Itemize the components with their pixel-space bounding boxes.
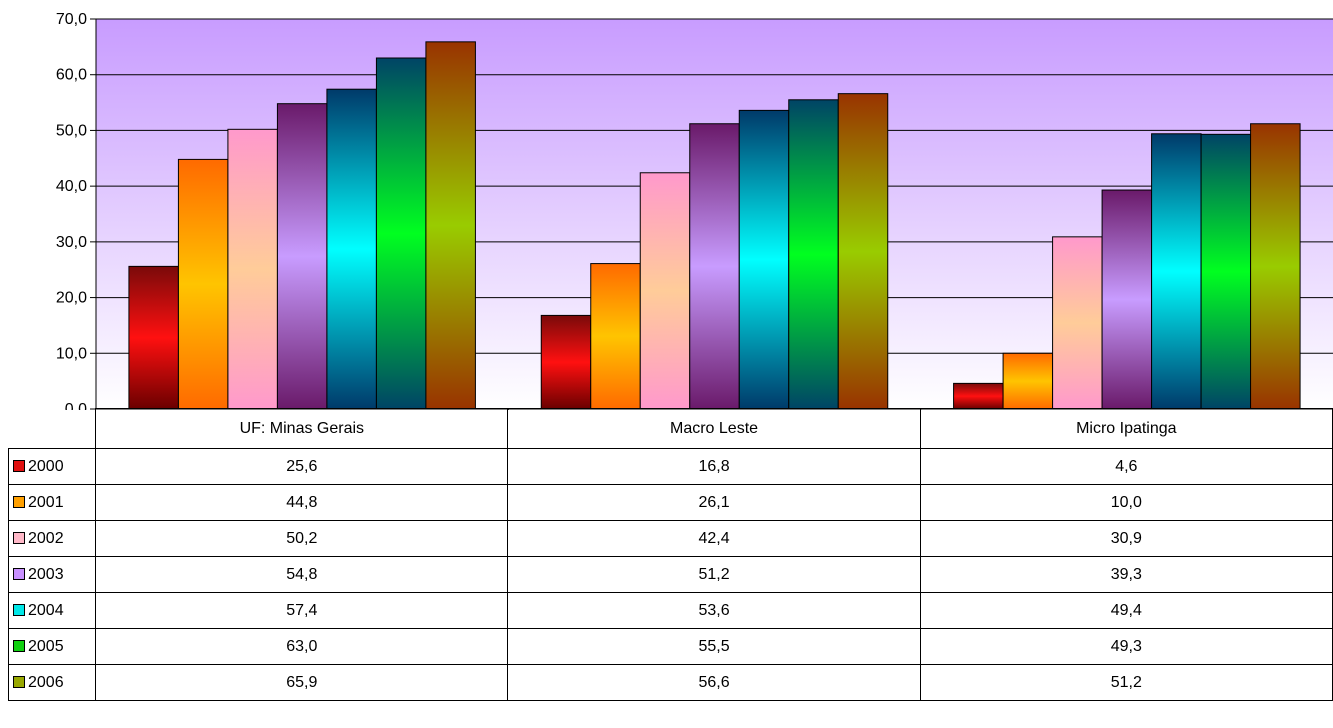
bar-2003-0 bbox=[276, 103, 328, 410]
bar-2002-2 bbox=[1052, 236, 1103, 410]
legend-label: 2005 bbox=[28, 637, 64, 655]
y-tick-label: 60,0 bbox=[56, 67, 87, 84]
legend-swatch bbox=[13, 531, 25, 544]
y-tick-label: 50,0 bbox=[56, 122, 87, 139]
table-cell: 4,6 bbox=[919, 448, 1333, 485]
table-cell: 51,2 bbox=[919, 664, 1333, 701]
bar-2004-0 bbox=[326, 88, 377, 410]
legend-entry: 2003 bbox=[7, 556, 97, 593]
bar-2000-0 bbox=[128, 265, 179, 410]
table-cell: 25,6 bbox=[95, 448, 509, 485]
table-row: 2001 44,8 26,1 10,0 bbox=[7, 484, 1333, 521]
bar-2002-1 bbox=[639, 172, 691, 410]
table-cell: 39,3 bbox=[919, 556, 1333, 593]
bar-2005-2 bbox=[1200, 133, 1252, 410]
bar-2001-1 bbox=[590, 263, 641, 410]
y-tick-label: 10,0 bbox=[56, 345, 87, 362]
bar-chart: 0,0 10,0 20,0 30,0 40,0 50,0 60,0 70,0 bbox=[56, 11, 1333, 410]
bar-2002-0 bbox=[227, 128, 278, 410]
legend-swatch bbox=[13, 567, 25, 580]
table-cell: 49,4 bbox=[919, 592, 1333, 629]
table-cell: 57,4 bbox=[95, 592, 509, 629]
table-row: 2005 63,0 55,5 49,3 bbox=[7, 628, 1333, 665]
table-row: 2002 50,2 42,4 30,9 bbox=[7, 520, 1333, 557]
bar-2001-2 bbox=[1002, 352, 1054, 410]
table-cell: 54,8 bbox=[95, 556, 509, 593]
data-table: UF: Minas Gerais Macro Leste Micro Ipati… bbox=[7, 408, 1333, 701]
bar-2006-1 bbox=[837, 93, 889, 410]
table-cell: 53,6 bbox=[507, 592, 921, 629]
legend-label: 2002 bbox=[28, 529, 64, 547]
bar-2005-1 bbox=[788, 99, 839, 410]
legend-swatch bbox=[13, 459, 25, 472]
table-cell: 30,9 bbox=[919, 520, 1333, 557]
bar-2004-2 bbox=[1151, 133, 1202, 410]
legend-swatch bbox=[13, 675, 25, 688]
y-tick-label: 70,0 bbox=[56, 11, 87, 28]
bar-2000-2 bbox=[953, 382, 1004, 410]
bar-2003-2 bbox=[1101, 189, 1153, 410]
legend-swatch bbox=[13, 603, 25, 616]
table-cell: 63,0 bbox=[95, 628, 509, 665]
category-header: Macro Leste bbox=[507, 408, 921, 449]
category-header: Micro Ipatinga bbox=[919, 408, 1333, 449]
table-cell: 44,8 bbox=[95, 484, 509, 521]
table-cell: 16,8 bbox=[507, 448, 921, 485]
table-cell: 10,0 bbox=[919, 484, 1333, 521]
bar-2003-1 bbox=[689, 123, 740, 410]
table-cell: 51,2 bbox=[507, 556, 921, 593]
table-row: 2004 57,4 53,6 49,4 bbox=[7, 592, 1333, 629]
table-cell: 49,3 bbox=[919, 628, 1333, 665]
table-cell: 42,4 bbox=[507, 520, 921, 557]
legend-entry: 2004 bbox=[7, 592, 97, 629]
legend-label: 2004 bbox=[28, 601, 64, 619]
legend-swatch bbox=[13, 639, 25, 652]
table-corner bbox=[9, 409, 96, 449]
y-tick-label: 40,0 bbox=[56, 178, 87, 195]
y-tick-label: 20,0 bbox=[56, 290, 87, 307]
table-cell: 50,2 bbox=[95, 520, 509, 557]
legend-label: 2001 bbox=[28, 493, 64, 511]
legend-swatch bbox=[13, 495, 25, 508]
table-cell: 65,9 bbox=[95, 664, 509, 701]
legend-entry: 2000 bbox=[7, 448, 97, 485]
legend-entry: 2001 bbox=[7, 484, 97, 521]
y-tick-label: 30,0 bbox=[56, 234, 87, 251]
table-row: 2006 65,9 56,6 51,2 bbox=[7, 664, 1333, 701]
category-header: UF: Minas Gerais bbox=[95, 408, 509, 449]
y-tick-label: 0,0 bbox=[65, 401, 87, 410]
legend-entry: 2002 bbox=[7, 520, 97, 557]
legend-entry: 2006 bbox=[7, 664, 97, 701]
bar-2001-0 bbox=[177, 158, 229, 410]
table-cell: 55,5 bbox=[507, 628, 921, 665]
bar-2006-0 bbox=[425, 41, 476, 410]
legend-entry: 2005 bbox=[7, 628, 97, 665]
table-cell: 26,1 bbox=[507, 484, 921, 521]
bar-2006-2 bbox=[1250, 123, 1301, 410]
table-row: 2000 25,6 16,8 4,6 bbox=[7, 448, 1333, 485]
legend-label: 2000 bbox=[28, 457, 64, 475]
bar-2004-1 bbox=[738, 109, 790, 410]
table-cell: 56,6 bbox=[507, 664, 921, 701]
legend-label: 2006 bbox=[28, 673, 64, 691]
bar-2005-0 bbox=[375, 57, 427, 410]
table-row: 2003 54,8 51,2 39,3 bbox=[7, 556, 1333, 593]
legend-label: 2003 bbox=[28, 565, 64, 583]
table-header-row: UF: Minas Gerais Macro Leste Micro Ipati… bbox=[9, 408, 1333, 449]
bar-2000-1 bbox=[540, 314, 592, 410]
